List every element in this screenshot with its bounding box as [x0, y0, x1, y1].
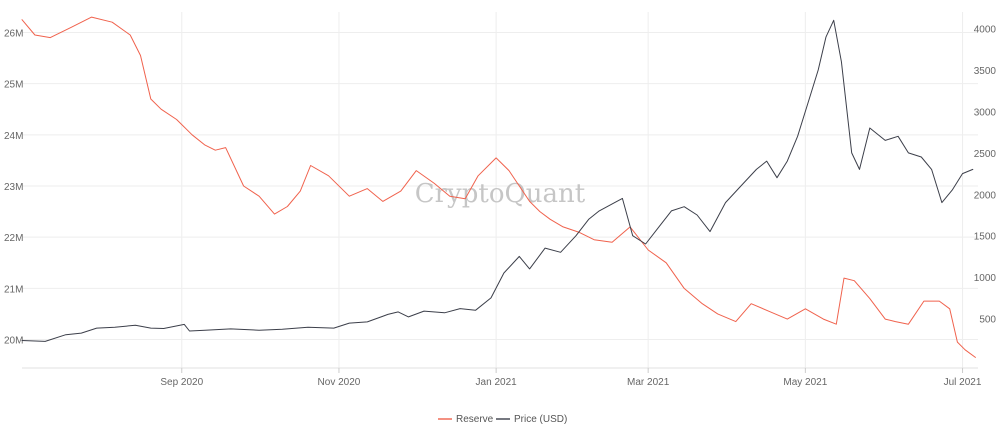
- watermark-logo: CryptoQuant: [415, 179, 586, 209]
- x-tick-label: Nov 2020: [318, 377, 361, 388]
- left-axis: 20M 21M 22M 23M 24M 25M 26M: [4, 28, 23, 346]
- grid: [22, 12, 978, 368]
- legend-item-reserve[interactable]: Reserve: [438, 414, 494, 425]
- y-right-tick-label: 1000: [974, 273, 997, 284]
- y-right-tick-label: 2000: [974, 190, 997, 201]
- x-tick-label: Mar 2021: [627, 377, 670, 388]
- y-left-tick-label: 21M: [4, 284, 23, 295]
- x-tick-label: Jan 2021: [476, 377, 518, 388]
- y-right-tick-label: 3500: [974, 66, 997, 77]
- y-right-tick-label: 4000: [974, 25, 997, 36]
- x-tick-label: Jul 2021: [944, 377, 982, 388]
- y-right-tick-label: 2500: [974, 149, 997, 160]
- y-left-tick-label: 22M: [4, 233, 23, 244]
- y-left-tick-label: 20M: [4, 336, 23, 347]
- x-axis: Sep 2020 Nov 2020 Jan 2021 Mar 2021 May 2021…: [22, 367, 982, 388]
- legend-item-price[interactable]: Price (USD): [496, 414, 567, 425]
- y-left-tick-label: 26M: [4, 28, 23, 39]
- y-left-tick-label: 23M: [4, 182, 23, 193]
- y-left-tick-label: 24M: [4, 131, 23, 142]
- y-right-tick-label: 1500: [974, 232, 997, 243]
- series-line-reserve: [21, 16, 976, 358]
- legend[interactable]: Reserve Price (USD): [438, 414, 567, 425]
- series-line-price: [21, 19, 974, 342]
- y-right-tick-label: 500: [979, 315, 996, 326]
- series-layer: [21, 16, 976, 358]
- x-tick-label: Sep 2020: [160, 377, 203, 388]
- right-axis: 500 1000 1500 2000 2500 3000 3500 4000: [974, 25, 997, 326]
- x-tick-label: May 2021: [783, 377, 827, 388]
- legend-label: Reserve: [456, 414, 494, 425]
- y-right-tick-label: 3000: [974, 107, 997, 118]
- y-left-tick-label: 25M: [4, 80, 23, 91]
- legend-label: Price (USD): [514, 414, 567, 425]
